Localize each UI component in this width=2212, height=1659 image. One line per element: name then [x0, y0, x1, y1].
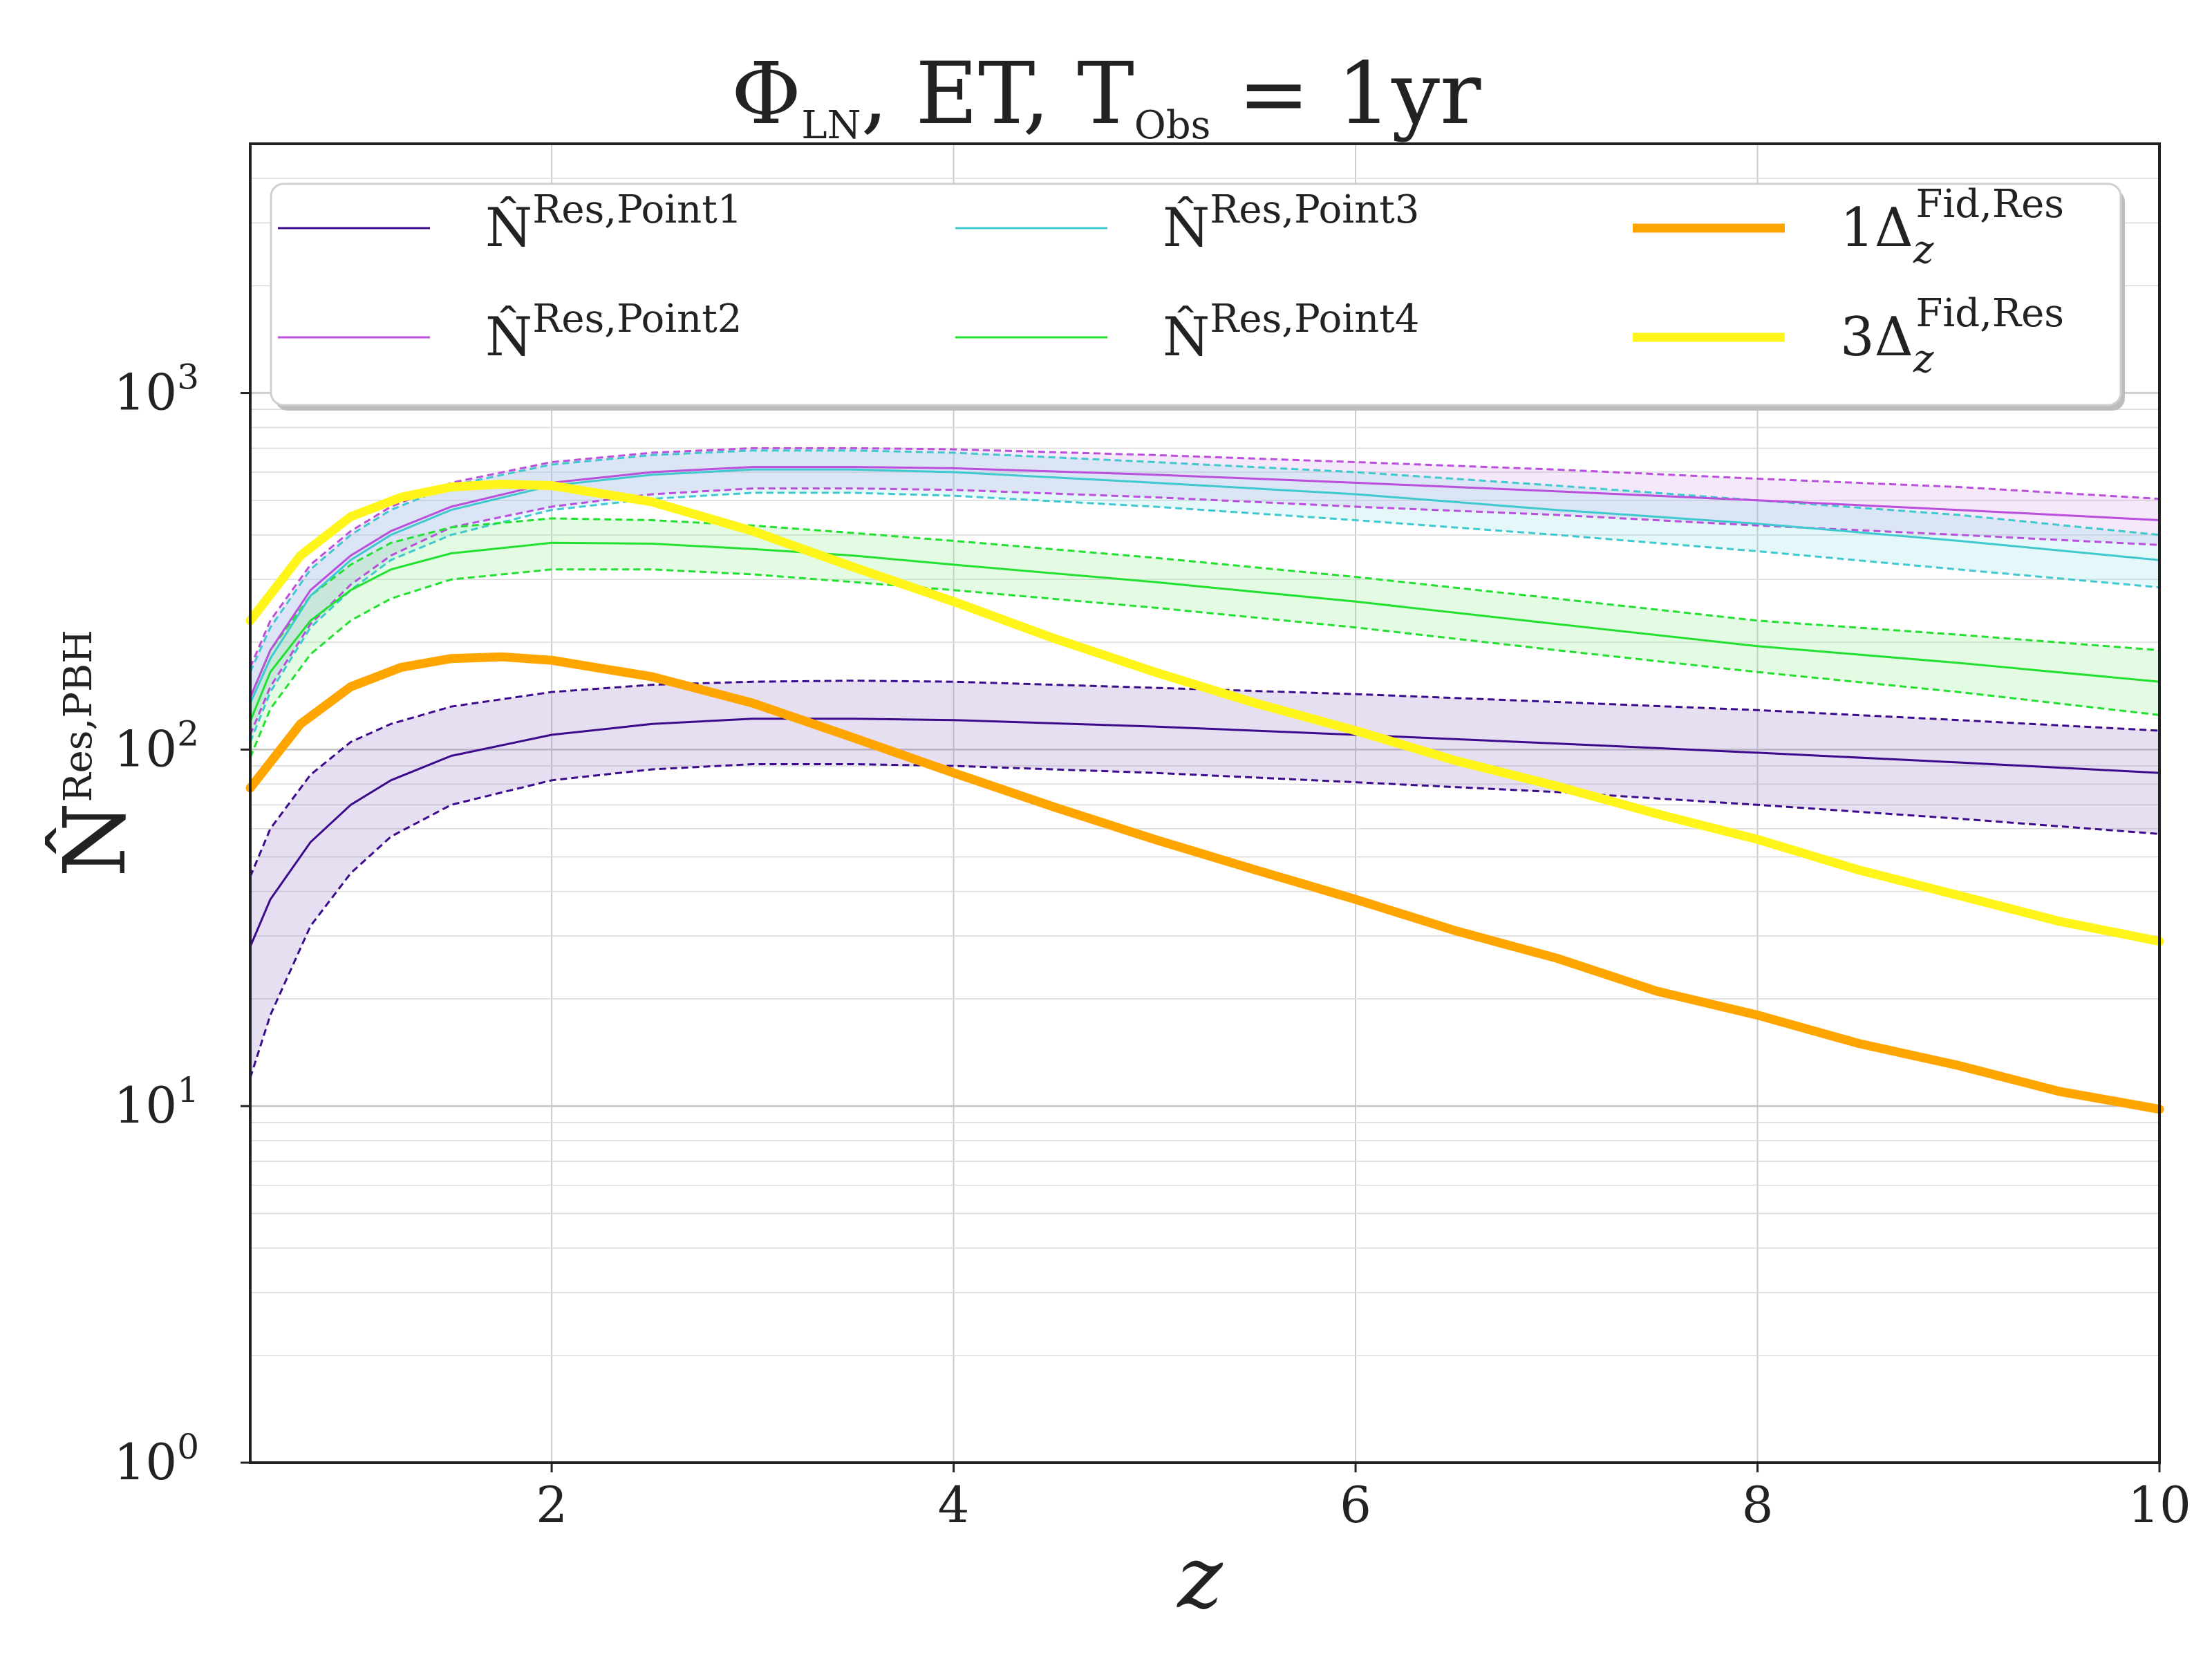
series-band-4	[250, 518, 2159, 758]
y-label-sup: Res,PBH	[56, 630, 101, 803]
x-tick-label: 2	[536, 1476, 568, 1534]
x-tick-label: 4	[938, 1476, 970, 1534]
x-ticks: 2 4 6 8 10	[536, 1463, 2191, 1534]
title-end: = 1yr	[1210, 44, 1481, 144]
series-lower-bound-1	[249, 763, 2160, 1078]
series-lines	[245, 447, 2164, 1114]
y-tick-label: 102	[114, 713, 199, 778]
series-line-2	[249, 466, 2161, 699]
y-label-base: N̂	[45, 803, 145, 878]
title-sub2: Obs	[1134, 103, 1211, 148]
series-band-3	[250, 450, 2159, 742]
y-ticks: 100 101 102 103	[114, 357, 250, 1491]
series-line-5	[245, 652, 2164, 1114]
x-tick-label: 6	[1340, 1476, 1371, 1534]
title-sub1: LN	[801, 103, 861, 148]
title-main: Φ	[731, 44, 802, 144]
series-upper-bound-4	[249, 517, 2160, 698]
series-lower-bound-2	[249, 487, 2160, 735]
legend-label-2: N̂Res,Point2	[485, 297, 742, 368]
axes-frame	[249, 142, 2161, 1464]
legend: N̂Res,Point1 N̂Res,Point2 N̂Res,Point3 N̂Re…	[270, 182, 2125, 411]
series-line-3	[249, 468, 2161, 704]
legend-box	[270, 182, 2122, 406]
series-upper-bound-2	[249, 447, 2160, 668]
y-tick-label: 103	[114, 357, 199, 422]
y-axis-label: N̂Res,PBH	[45, 630, 145, 877]
x-tick-label: 10	[2128, 1476, 2191, 1534]
series-lower-bound-3	[249, 491, 2160, 742]
series-line-4	[249, 541, 2161, 722]
chart-title: ΦLN, ET, TObs = 1yr	[731, 44, 1481, 148]
x-axis-label: z	[1176, 1528, 1223, 1628]
confidence-bands	[250, 448, 2159, 1078]
series-lower-bound-4	[249, 568, 2160, 758]
legend-label-4: N̂Res,Point4	[1163, 297, 1419, 368]
series-upper-bound-1	[249, 679, 2160, 877]
legend-label-5: 1ΔzFid,Res	[1840, 182, 2064, 272]
y-tick-label: 101	[114, 1070, 199, 1134]
legend-label-1: N̂Res,Point1	[485, 187, 742, 259]
y-tick-label: 100	[114, 1427, 199, 1491]
legend-label-3: N̂Res,Point3	[1163, 187, 1419, 259]
series-band-2	[250, 448, 2159, 735]
x-tick-label: 8	[1742, 1476, 1774, 1534]
series-line-1	[249, 718, 2161, 948]
title-mid: , ET, T	[861, 44, 1134, 144]
series-band-1	[250, 680, 2159, 1078]
series-upper-bound-3	[249, 449, 2160, 673]
series-line-6	[245, 479, 2164, 946]
legend-label-6: 3ΔzFid,Res	[1840, 291, 2064, 382]
